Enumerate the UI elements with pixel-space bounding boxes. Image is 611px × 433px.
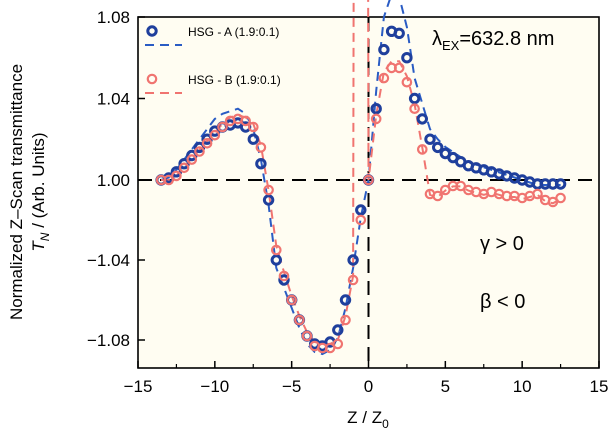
y-tick-label: −1.08 <box>87 331 130 350</box>
marker-b <box>294 314 305 326</box>
x-tick-label: 0 <box>364 377 373 396</box>
marker-b <box>186 154 198 165</box>
axis-ticks <box>137 16 600 368</box>
marker-b <box>432 190 443 202</box>
marker-b <box>416 144 428 155</box>
marker-a <box>416 113 428 125</box>
marker-b <box>378 72 390 84</box>
x-axis-label: Z / Z0 <box>347 408 389 431</box>
marker-a <box>370 103 382 115</box>
marker-b <box>332 338 344 350</box>
fit-curve-b <box>161 0 562 345</box>
marker-b <box>171 170 182 182</box>
legend-label-a: HSG - A (1.9:0.1) <box>188 25 279 39</box>
y-axis-label-line2: TN / (Arb. Units) <box>29 132 52 251</box>
marker-a <box>193 141 206 154</box>
x-tick-label: 10 <box>513 377 532 396</box>
marker-a <box>393 27 405 39</box>
x-tick-label: 5 <box>441 377 450 396</box>
data-markers <box>155 25 567 354</box>
marker-b <box>240 115 251 127</box>
marker-a <box>554 178 567 190</box>
x-tick-label: 15 <box>590 377 609 396</box>
x-tick-label: −5 <box>282 377 301 396</box>
marker-a <box>262 194 275 206</box>
marker-b <box>555 192 566 204</box>
marker-b <box>324 342 336 354</box>
y-tick-label: 1.08 <box>97 8 130 27</box>
y-tick-label: 1.04 <box>97 90 130 109</box>
legend-marker-b <box>146 73 158 85</box>
marker-b <box>270 244 282 256</box>
marker-b <box>209 129 221 141</box>
y-axis-label-line1: Normalized Z–Scan transmittance <box>7 64 26 320</box>
fit-curves <box>160 0 562 356</box>
marker-a <box>339 294 352 306</box>
marker-b <box>370 113 382 125</box>
marker-a <box>201 133 213 145</box>
marker-a <box>186 149 198 162</box>
marker-b <box>201 138 213 149</box>
marker-b <box>286 294 297 306</box>
y-tick-label: 1.00 <box>97 171 130 190</box>
marker-a <box>255 158 267 170</box>
marker-b <box>547 196 559 208</box>
marker-a <box>270 254 282 266</box>
gamma-annotation: γ > 0 <box>480 233 524 255</box>
marker-b <box>363 174 374 186</box>
marker-a <box>401 52 413 64</box>
marker-b <box>301 330 313 342</box>
wavelength-annotation: λEX=632.8 nm <box>432 28 554 53</box>
marker-b <box>163 174 174 186</box>
marker-b <box>455 180 466 192</box>
x-tick-label: −10 <box>200 377 229 396</box>
marker-b <box>340 314 351 326</box>
marker-b <box>393 62 405 74</box>
marker-a <box>355 204 367 216</box>
marker-a <box>424 133 436 145</box>
marker-a <box>347 254 359 266</box>
marker-b <box>255 142 267 153</box>
beta-annotation: β < 0 <box>480 291 525 313</box>
legend-marker-a <box>146 25 158 37</box>
marker-a <box>332 324 344 336</box>
marker-a <box>178 158 190 170</box>
marker-b <box>401 76 413 88</box>
marker-b <box>355 214 367 226</box>
marker-a <box>408 92 421 105</box>
marker-b <box>194 146 205 157</box>
marker-b <box>248 121 259 133</box>
legend: HSG - A (1.9:0.1) HSG - B (1.9:0.1) <box>145 25 281 94</box>
marker-b <box>178 162 190 174</box>
marker-b <box>347 274 359 286</box>
marker-a <box>278 274 290 286</box>
fit-curve-a <box>160 0 561 356</box>
marker-b <box>409 103 420 114</box>
marker-a <box>378 43 390 56</box>
y-axis-label: Normalized Z–Scan transmittance TN / (Ar… <box>7 64 52 320</box>
marker-b <box>278 270 290 282</box>
marker-b <box>217 121 228 133</box>
marker-a <box>247 133 260 145</box>
marker-a <box>432 141 444 154</box>
marker-b <box>263 184 274 196</box>
legend-label-b: HSG - B (1.9:0.1) <box>188 73 281 87</box>
tick-labels: −15 −10 −5 0 5 10 15 1.08 1.04 1.00 −1.04 −1.08 <box>87 8 608 396</box>
y-tick-label: −1.04 <box>87 251 130 270</box>
marker-b <box>439 184 451 196</box>
marker-b <box>532 188 543 200</box>
marker-a <box>170 166 183 178</box>
x-tick-label: −15 <box>124 377 153 396</box>
